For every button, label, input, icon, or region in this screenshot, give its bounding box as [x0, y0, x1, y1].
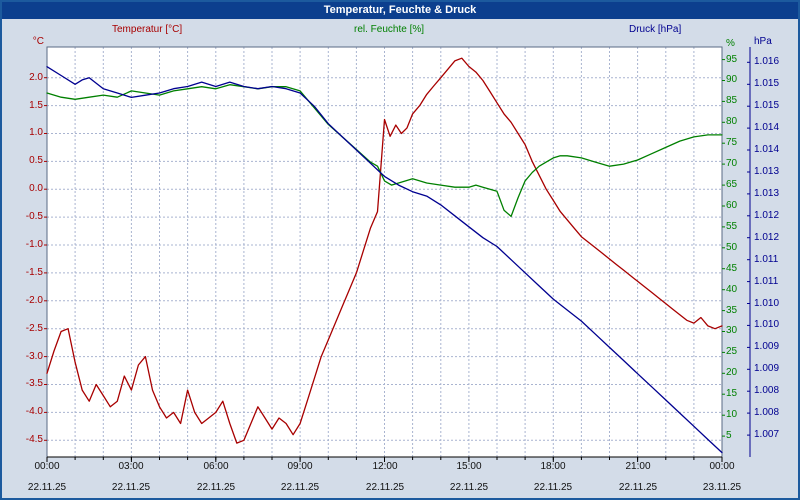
- x-axis-time-label: 00:00: [34, 461, 60, 472]
- humidity-tick-label: 60: [726, 200, 738, 211]
- humidity-tick-label: 80: [726, 116, 738, 127]
- pressure-tick-label: 1.011: [754, 254, 779, 265]
- humidity-tick-label: 20: [726, 367, 738, 378]
- pressure-tick-label: 1.013: [754, 188, 780, 199]
- pressure-tick-label: 1.010: [754, 319, 780, 330]
- humidity-tick-label: 15: [726, 388, 738, 399]
- x-axis-date-label: 23.11.25: [702, 482, 742, 493]
- x-axis-time-label: 18:00: [540, 461, 566, 472]
- window-titlebar[interactable]: Temperatur, Feuchte & Druck: [2, 2, 798, 19]
- pressure-series-title: Druck [hPa]: [629, 24, 682, 35]
- temperature-tick-label: 0.0: [29, 183, 43, 194]
- x-axis-date-label: 22.11.25: [27, 482, 67, 493]
- x-axis-date-label: 22.11.25: [196, 482, 236, 493]
- x-axis-time-label: 09:00: [287, 461, 313, 472]
- humidity-tick-label: 70: [726, 158, 738, 169]
- temperature-tick-label: 0.5: [29, 155, 43, 166]
- pressure-tick-label: 1.008: [754, 407, 780, 418]
- pressure-tick-label: 1.009: [754, 341, 780, 352]
- humidity-tick-label: 90: [726, 74, 738, 85]
- humidity-tick-label: 30: [726, 325, 738, 336]
- temperature-tick-label: 2.0: [29, 72, 43, 83]
- temperature-tick-label: -4.5: [25, 434, 43, 445]
- pressure-tick-label: 1.015: [754, 78, 780, 89]
- temperature-tick-label: -3.5: [25, 378, 43, 389]
- temperature-tick-label: 1.5: [29, 100, 43, 111]
- x-axis-date-label: 22.11.25: [111, 482, 151, 493]
- x-axis-time-label: 15:00: [456, 461, 482, 472]
- x-axis-date-label: 22.11.25: [365, 482, 405, 493]
- temperature-tick-label: -1.0: [25, 239, 43, 250]
- pressure-tick-label: 1.012: [754, 232, 780, 243]
- x-axis-time-label: 06:00: [203, 461, 229, 472]
- pressure-tick-label: 1.010: [754, 298, 780, 309]
- temperature-tick-label: -2.0: [25, 295, 43, 306]
- temperature-series-title: Temperatur [°C]: [112, 24, 183, 35]
- humidity-tick-label: 65: [726, 179, 738, 190]
- x-axis-date-label: 22.11.25: [618, 482, 658, 493]
- pressure-axis-unit: hPa: [754, 36, 772, 47]
- humidity-tick-label: 40: [726, 284, 738, 295]
- x-axis-date-label: 22.11.25: [280, 482, 320, 493]
- pressure-tick-label: 1.011: [754, 276, 779, 287]
- temperature-tick-label: -0.5: [25, 211, 43, 222]
- x-axis-time-label: 12:00: [372, 461, 398, 472]
- humidity-axis-unit: %: [726, 38, 735, 49]
- pressure-tick-label: 1.015: [754, 100, 780, 111]
- temperature-tick-label: -3.0: [25, 351, 43, 362]
- humidity-tick-label: 50: [726, 242, 738, 253]
- x-axis-date-label: 22.11.25: [449, 482, 489, 493]
- temperature-axis-unit: °C: [32, 36, 44, 47]
- window-title: Temperatur, Feuchte & Druck: [323, 4, 477, 16]
- humidity-tick-label: 45: [726, 263, 738, 274]
- x-axis-time-label: 00:00: [709, 461, 735, 472]
- pressure-tick-label: 1.007: [754, 429, 780, 440]
- pressure-tick-label: 1.014: [754, 144, 780, 155]
- humidity-tick-label: 55: [726, 221, 738, 232]
- humidity-tick-label: 25: [726, 346, 738, 357]
- humidity-tick-label: 35: [726, 305, 738, 316]
- temperature-tick-label: -4.0: [25, 406, 43, 417]
- temperature-tick-label: -1.5: [25, 267, 43, 278]
- humidity-series-title: rel. Feuchte [%]: [354, 24, 425, 35]
- humidity-tick-label: 10: [726, 409, 738, 420]
- pressure-tick-label: 1.009: [754, 363, 780, 374]
- temperature-tick-label: -2.5: [25, 323, 43, 334]
- pressure-tick-label: 1.014: [754, 122, 780, 133]
- x-axis-time-label: 21:00: [625, 461, 651, 472]
- humidity-tick-label: 5: [726, 430, 732, 441]
- temperature-tick-label: 1.0: [29, 127, 43, 138]
- humidity-tick-label: 85: [726, 95, 738, 106]
- humidity-tick-label: 75: [726, 137, 738, 148]
- pressure-tick-label: 1.012: [754, 210, 780, 221]
- pressure-tick-label: 1.016: [754, 56, 780, 67]
- pressure-tick-label: 1.008: [754, 385, 780, 396]
- humidity-tick-label: 95: [726, 54, 738, 65]
- x-axis-date-label: 22.11.25: [533, 482, 573, 493]
- x-axis-time-label: 03:00: [118, 461, 144, 472]
- pressure-tick-label: 1.013: [754, 166, 780, 177]
